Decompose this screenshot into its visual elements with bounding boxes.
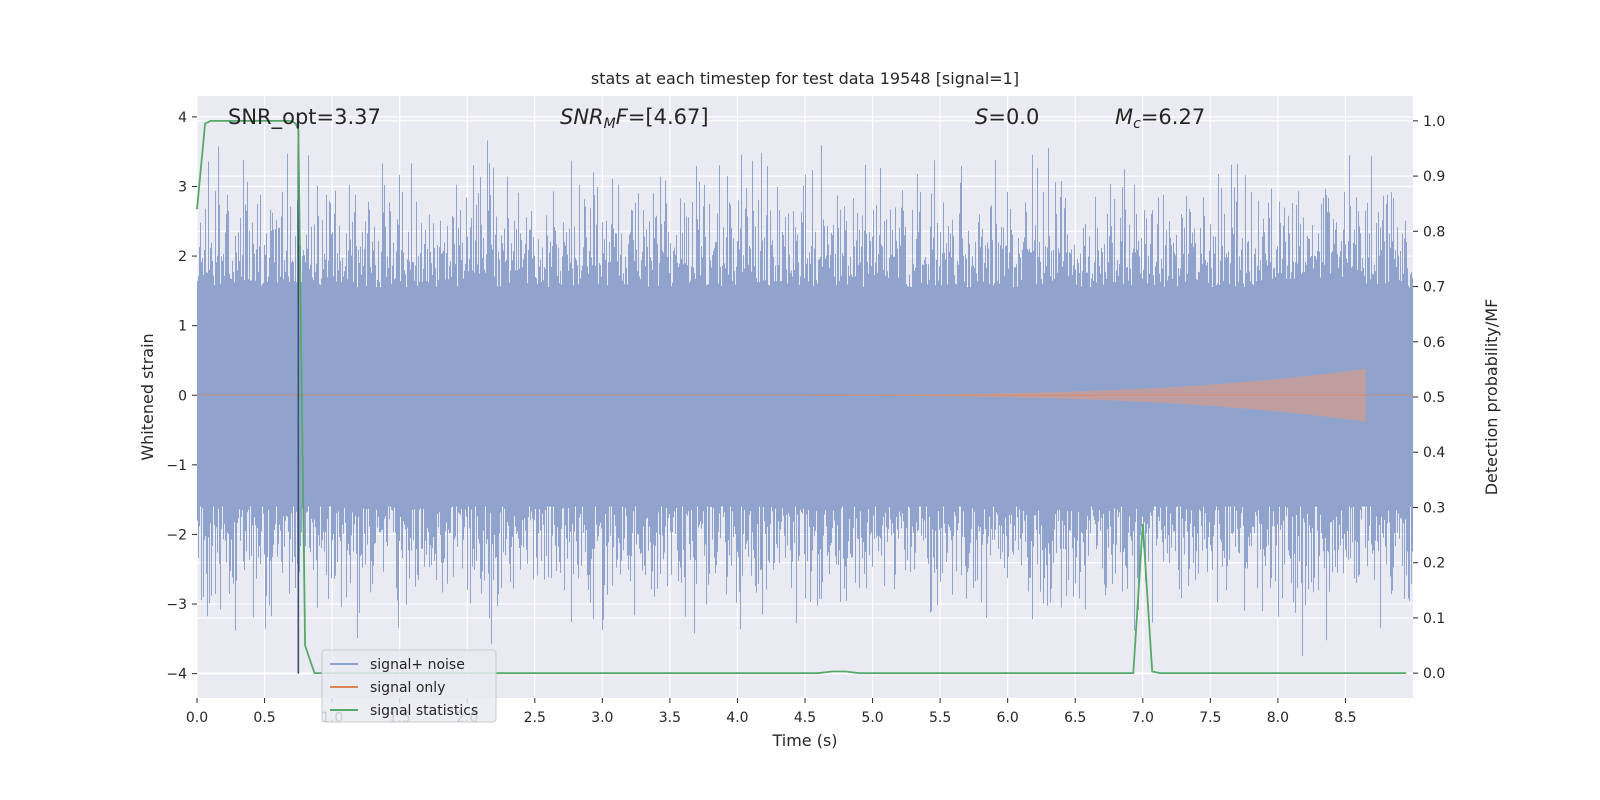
legend-label: signal statistics [370,703,478,719]
x-tick-label: 5.0 [861,710,883,726]
y-left-tick-label: 3 [178,179,187,195]
legend-label: signal+ noise [370,657,465,673]
y-left-tick-label: −1 [166,458,187,474]
x-tick-label: 8.0 [1267,710,1289,726]
legend-label: signal only [370,680,445,696]
annotation-s-stat: S=0.0 [975,105,1039,129]
x-tick-label: 7.5 [1199,710,1221,726]
y-right-tick-label: 0.4 [1423,445,1445,461]
x-tick-label: 0.5 [253,710,275,726]
y-axis-right-label: Detection probability/MF [1482,299,1501,496]
y-left-tick-label: −2 [166,527,187,543]
annotations: SNR_opt=3.37 SNRMF=[4.67] S=0.0 Mc=6.27 [228,105,1205,132]
y-right-tick-label: 0.8 [1423,224,1445,240]
y-right-tick-label: 0.7 [1423,280,1445,296]
y-right-tick-label: 0.1 [1423,611,1445,627]
chart-title: stats at each timestep for test data 195… [591,69,1019,88]
noise-lower-spikes [197,395,1413,657]
x-tick-label: 3.5 [659,710,681,726]
y-right-tick-label: 0.3 [1423,500,1445,516]
x-axis-label: Time (s) [771,731,837,750]
x-tick-label: 4.0 [726,710,748,726]
y-left-tick-label: 1 [178,319,187,335]
legend: signal+ noise signal only signal statistic… [321,649,497,723]
signal-only-series [197,368,1413,422]
y-right-tick-label: 0.9 [1423,169,1445,185]
y-right-tick-label: 0.2 [1423,556,1445,572]
noise-upper-spikes [197,140,1413,396]
x-tick-label: 5.5 [929,710,951,726]
y-right-tick-label: 0.5 [1423,390,1445,406]
x-tick-label: 0.0 [186,710,208,726]
x-tick-label: 2.5 [524,710,546,726]
annotation-snr-mf: SNRMF=[4.67] [560,105,709,132]
x-tick-label: 6.0 [997,710,1019,726]
x-tick-label: 4.5 [794,710,816,726]
legend-box [321,649,497,723]
x-tick-label: 8.5 [1334,710,1356,726]
y-right-tick-label: 0.0 [1423,666,1445,682]
x-tick-label: 3.0 [591,710,613,726]
y-right-tick-label: 0.6 [1423,335,1445,351]
y-right-tick-label: 1.0 [1423,114,1445,130]
annotation-chirp-mass: Mc=6.27 [1115,105,1205,132]
y-axis-left-ticks: −4 −3 −2 −1 0 1 2 3 4 [166,110,197,683]
y-axis-left-label: Whitened strain [138,333,157,460]
y-left-tick-label: 0 [178,388,187,404]
y-left-tick-label: −4 [166,667,187,683]
x-tick-label: 7.0 [1132,710,1154,726]
y-left-tick-label: −3 [166,597,187,613]
y-left-tick-label: 4 [178,110,187,126]
y-axis-right-ticks: 0.0 0.1 0.2 0.3 0.4 0.5 0.6 0.7 0.8 0.9 1.0 [1413,114,1445,682]
y-left-tick-label: 2 [178,249,187,265]
annotation-snr-opt: SNR_opt=3.37 [228,105,381,130]
x-tick-label: 6.5 [1064,710,1086,726]
